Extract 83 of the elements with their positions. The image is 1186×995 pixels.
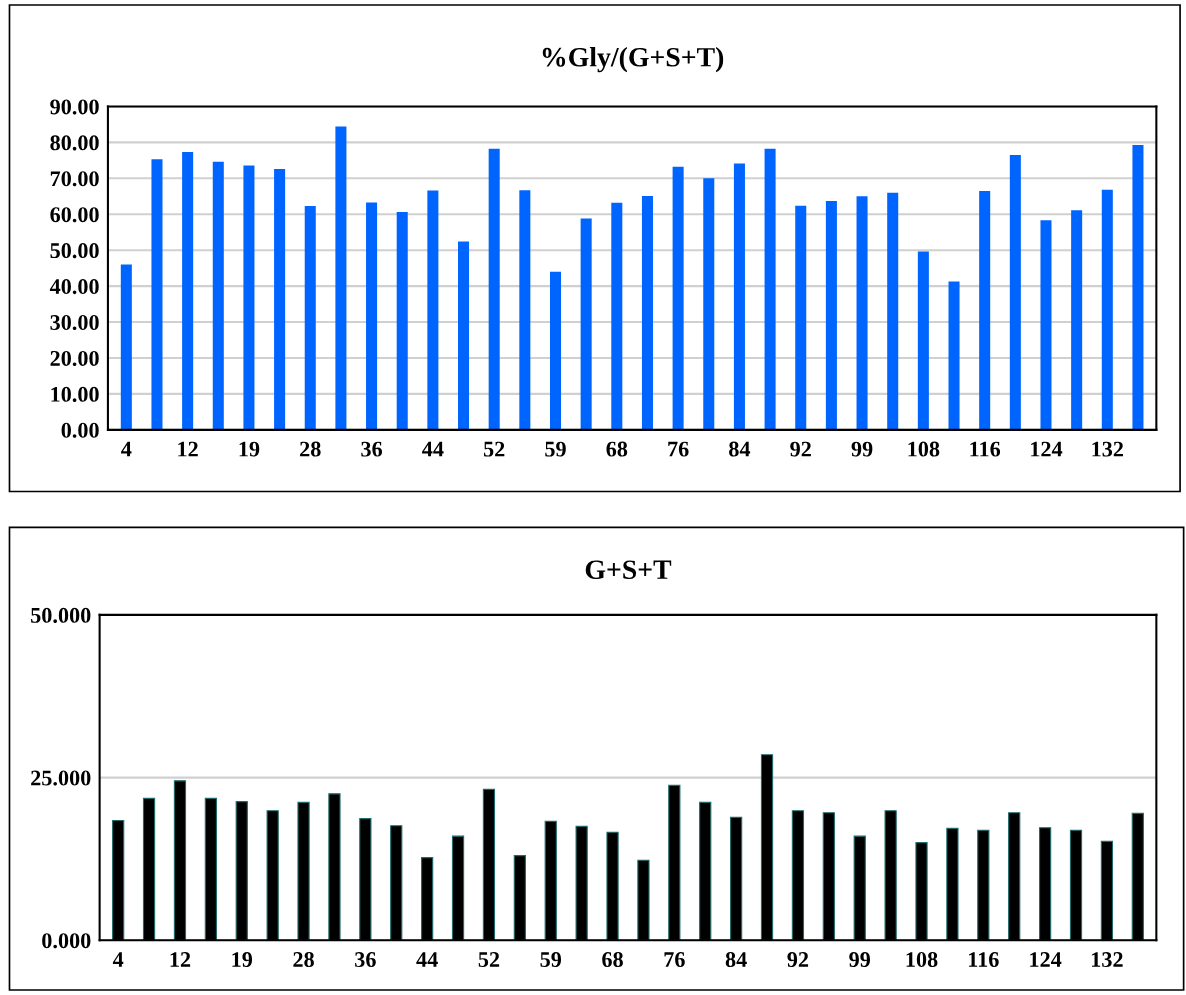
bar: [887, 192, 899, 430]
bar: [243, 165, 255, 430]
bar: [120, 264, 132, 430]
bar: [733, 163, 745, 430]
bar: [458, 241, 470, 430]
bar: [427, 190, 439, 430]
x-tick-label: 116: [970, 441, 1001, 457]
bar: [703, 178, 715, 430]
bar: [611, 202, 623, 430]
y-tick-label: 0.000: [42, 933, 91, 949]
bar: [580, 218, 592, 430]
x-tick-label: 92: [790, 441, 811, 457]
chart-title: G+S+T: [585, 560, 672, 580]
y-tick-label: 80.00: [50, 135, 99, 151]
bar: [979, 190, 991, 430]
bar: [396, 212, 408, 430]
bar: [182, 152, 194, 430]
x-tick-label: 12: [178, 441, 198, 457]
x-tick-label: 52: [483, 441, 505, 457]
bar: [1009, 154, 1021, 430]
x-tick-label: 92: [787, 952, 809, 968]
y-tick-label: 10.00: [51, 386, 99, 402]
x-tick-label: 108: [906, 952, 938, 968]
bar: [795, 205, 807, 430]
x-tick-label: 68: [602, 952, 623, 968]
x-tick-label: 116: [969, 952, 999, 968]
bar: [274, 168, 286, 430]
x-tick-label: 36: [361, 441, 383, 457]
bar: [1132, 144, 1144, 430]
bar: [1101, 189, 1113, 430]
y-tick-label: 90.00: [50, 99, 99, 115]
chart-title: %Gly/(G+S+T): [542, 47, 724, 73]
x-tick-label: 28: [300, 441, 321, 457]
y-tick-label: 50.00: [50, 243, 99, 259]
bar: [304, 205, 316, 430]
x-tick-label: 52: [478, 952, 500, 968]
bar: [1040, 220, 1052, 430]
x-tick-label: 4: [112, 952, 124, 967]
x-tick-label: 44: [416, 952, 438, 967]
bar: [641, 195, 653, 430]
bar: [917, 251, 929, 430]
bar: [488, 148, 500, 430]
bar: [825, 200, 837, 430]
bar: [519, 190, 531, 430]
x-tick-label: 76: [668, 441, 689, 457]
bar: [672, 166, 684, 430]
x-tick-label: 76: [664, 952, 685, 968]
x-tick-label: 12: [170, 952, 191, 967]
bar: [948, 281, 960, 430]
bar: [549, 271, 562, 430]
y-tick-label: 40.00: [49, 279, 99, 295]
y-tick-label: 50.000: [31, 607, 91, 623]
x-tick-label: 99: [849, 952, 871, 968]
bar: [856, 196, 868, 430]
x-tick-label: 19: [232, 952, 253, 968]
x-tick-label: 28: [293, 952, 314, 968]
x-tick-label: 59: [540, 952, 562, 968]
x-tick-label: 59: [545, 441, 566, 457]
x-tick-label: 132: [1092, 952, 1123, 968]
x-tick-label: 124: [1031, 441, 1063, 457]
bar: [335, 126, 347, 430]
x-tick-label: 44: [422, 441, 444, 457]
bar: [212, 161, 224, 430]
y-tick-label: 0.00: [61, 422, 99, 438]
y-tick-label: 25.000: [31, 770, 91, 786]
x-tick-label: 4: [121, 441, 132, 457]
bar: [1071, 210, 1083, 430]
x-tick-label: 132: [1092, 441, 1124, 457]
y-tick-label: 70.00: [50, 171, 99, 187]
x-tick-label: 124: [1030, 952, 1062, 967]
bar: [366, 202, 378, 430]
x-tick-label: 84: [725, 952, 747, 968]
y-tick-label: 20.00: [50, 350, 99, 366]
x-tick-label: 99: [851, 441, 873, 457]
bar: [764, 148, 776, 430]
y-tick-label: 60.00: [50, 207, 99, 223]
x-tick-label: 68: [606, 441, 628, 457]
bar: [151, 159, 163, 430]
x-tick-label: 84: [729, 441, 751, 457]
x-tick-label: 36: [355, 952, 376, 968]
y-tick-label: 30.00: [50, 314, 99, 331]
x-tick-label: 108: [908, 441, 940, 457]
x-tick-label: 19: [239, 441, 260, 457]
